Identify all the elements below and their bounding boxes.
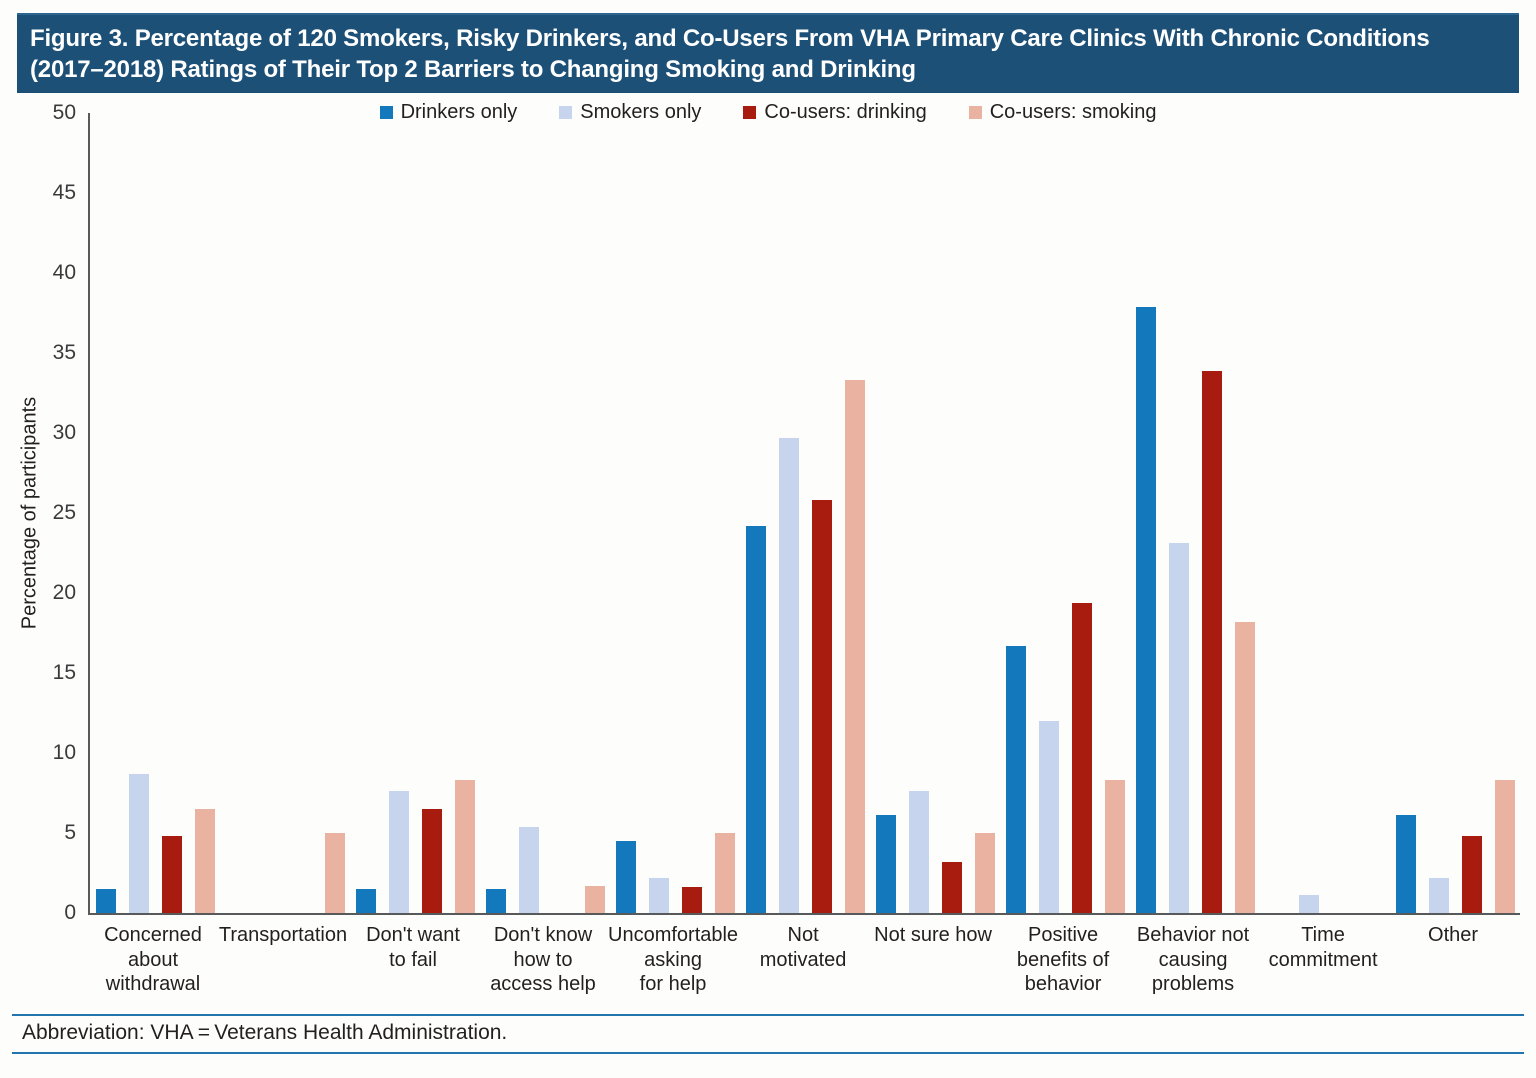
bar-group-8 bbox=[1130, 306, 1260, 913]
x-category-label-5: Not motivated bbox=[759, 924, 847, 971]
bar-series2-cat10 bbox=[1461, 836, 1482, 913]
x-category-label-4: Uncomfortable asking for help bbox=[608, 924, 739, 995]
x-category-label-0: Concerned about withdrawal bbox=[104, 924, 202, 995]
legend-item-3: Co-users: smoking bbox=[968, 101, 1157, 124]
bar-series3-cat3 bbox=[584, 885, 605, 913]
bar-series3-cat0 bbox=[194, 809, 215, 913]
legend-label: Co-users: drinking bbox=[764, 101, 927, 123]
legend-label: Drinkers only bbox=[400, 101, 518, 123]
y-tick-label-45: 45 bbox=[52, 181, 76, 204]
bar-series0-cat3 bbox=[485, 889, 506, 913]
legend-swatch-icon bbox=[379, 106, 393, 119]
x-category-label-1: Transportation bbox=[218, 924, 348, 946]
legend-item-2: Co-users: drinking bbox=[743, 101, 927, 124]
abbreviation-footnote: Abbreviation: VHA = Veterans Health Admi… bbox=[22, 1021, 508, 1044]
figure-title-banner: Figure 3. Percentage of 120 Smokers, Ris… bbox=[17, 13, 1519, 93]
x-category-label-3: Don't know how to access help bbox=[490, 924, 596, 995]
bar-group-10 bbox=[1390, 780, 1520, 913]
bar-series0-cat7 bbox=[1005, 645, 1026, 913]
bar-series0-cat2 bbox=[355, 889, 376, 913]
bar-group-0 bbox=[90, 773, 220, 913]
bar-series0-cat6 bbox=[875, 815, 896, 913]
y-tick-label-15: 15 bbox=[52, 661, 76, 684]
bar-series3-cat7 bbox=[1104, 780, 1125, 913]
legend-swatch-icon bbox=[743, 106, 757, 119]
bar-series1-cat4 bbox=[648, 877, 669, 913]
legend-item-0: Drinkers only bbox=[379, 101, 518, 124]
bar-group-3 bbox=[480, 826, 610, 913]
footnote-divider-top bbox=[12, 1014, 1524, 1016]
bar-series1-cat7 bbox=[1038, 721, 1059, 913]
bar-series3-cat1 bbox=[324, 833, 345, 913]
bar-series0-cat5 bbox=[745, 525, 766, 913]
chart-legend: Drinkers only Smokers only Co-users: drink… bbox=[0, 101, 1536, 124]
bar-group-1 bbox=[220, 833, 350, 913]
y-tick-label-10: 10 bbox=[52, 741, 76, 764]
bar-series2-cat7 bbox=[1071, 602, 1092, 913]
y-tick-label-50: 50 bbox=[52, 101, 76, 124]
bar-group-5 bbox=[740, 380, 870, 913]
bar-series3-cat10 bbox=[1494, 780, 1515, 913]
bar-group-9 bbox=[1260, 895, 1390, 913]
bar-series3-cat2 bbox=[454, 780, 475, 913]
bar-group-6 bbox=[870, 791, 1000, 913]
bar-series3-cat4 bbox=[714, 833, 735, 913]
bar-series2-cat2 bbox=[421, 809, 442, 913]
bar-series2-cat5 bbox=[811, 500, 832, 913]
x-category-label-2: Don't want to fail bbox=[366, 924, 460, 971]
x-category-label-9: Time commitment bbox=[1268, 924, 1378, 971]
y-tick-label-20: 20 bbox=[52, 581, 76, 604]
bar-series1-cat6 bbox=[908, 791, 929, 913]
bar-series3-cat5 bbox=[844, 380, 865, 913]
bar-series1-cat10 bbox=[1428, 877, 1449, 913]
bar-group-4 bbox=[610, 833, 740, 913]
bar-series1-cat8 bbox=[1168, 543, 1189, 913]
y-tick-label-30: 30 bbox=[52, 421, 76, 444]
bar-series1-cat2 bbox=[388, 791, 409, 913]
legend-label: Smokers only bbox=[580, 101, 702, 123]
bar-series0-cat10 bbox=[1395, 815, 1416, 913]
bar-group-2 bbox=[350, 780, 480, 913]
bar-series2-cat8 bbox=[1201, 370, 1222, 913]
bar-groups bbox=[90, 113, 1520, 913]
y-tick-label-5: 5 bbox=[64, 821, 76, 844]
bar-group-7 bbox=[1000, 602, 1130, 913]
x-category-label-7: Positive benefits of behavior bbox=[1016, 924, 1110, 995]
footnote-divider-bottom bbox=[12, 1052, 1524, 1054]
bar-series3-cat8 bbox=[1234, 621, 1255, 913]
bar-series2-cat4 bbox=[681, 887, 702, 913]
bar-series2-cat6 bbox=[941, 861, 962, 913]
bar-series1-cat0 bbox=[128, 773, 149, 913]
figure-title-line-1: Figure 3. Percentage of 120 Smokers, Ris… bbox=[30, 25, 1430, 52]
bar-series0-cat4 bbox=[615, 841, 636, 913]
bar-series1-cat9 bbox=[1298, 895, 1319, 913]
y-tick-label-35: 35 bbox=[52, 341, 76, 364]
bar-series0-cat8 bbox=[1135, 306, 1156, 913]
y-tick-label-25: 25 bbox=[52, 501, 76, 524]
bar-series2-cat0 bbox=[161, 836, 182, 913]
x-category-label-10: Other bbox=[1428, 924, 1479, 946]
x-category-label-8: Behavior not causing problems bbox=[1136, 924, 1250, 995]
legend-swatch-icon bbox=[968, 106, 982, 119]
y-tick-label-0: 0 bbox=[64, 901, 76, 924]
bar-series3-cat6 bbox=[974, 833, 995, 913]
bar-series1-cat3 bbox=[518, 826, 539, 913]
x-axis-category-labels: Concerned about withdrawal Transportation… bbox=[88, 923, 1518, 997]
y-tick-label-40: 40 bbox=[52, 261, 76, 284]
legend-label: Co-users: smoking bbox=[989, 101, 1157, 123]
legend-item-1: Smokers only bbox=[559, 101, 701, 124]
bar-series1-cat5 bbox=[778, 437, 799, 913]
legend-swatch-icon bbox=[559, 106, 573, 119]
plot-area bbox=[88, 113, 1520, 915]
x-category-label-6: Not sure how bbox=[874, 924, 992, 946]
bar-series0-cat0 bbox=[95, 889, 116, 913]
figure-title-line-2: (2017–2018) Ratings of Their Top 2 Barri… bbox=[30, 56, 916, 83]
